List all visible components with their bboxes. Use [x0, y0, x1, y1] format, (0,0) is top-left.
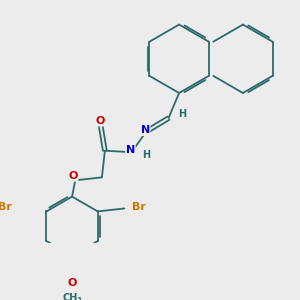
- Text: H: H: [142, 150, 150, 161]
- Text: CH₃: CH₃: [62, 293, 82, 300]
- Text: N: N: [126, 145, 135, 155]
- Text: O: O: [68, 278, 77, 288]
- Text: Br: Br: [132, 202, 146, 212]
- Text: O: O: [96, 116, 105, 126]
- Text: N: N: [141, 125, 150, 135]
- Text: O: O: [68, 171, 78, 181]
- Text: H: H: [178, 109, 186, 119]
- Text: Br: Br: [0, 202, 12, 212]
